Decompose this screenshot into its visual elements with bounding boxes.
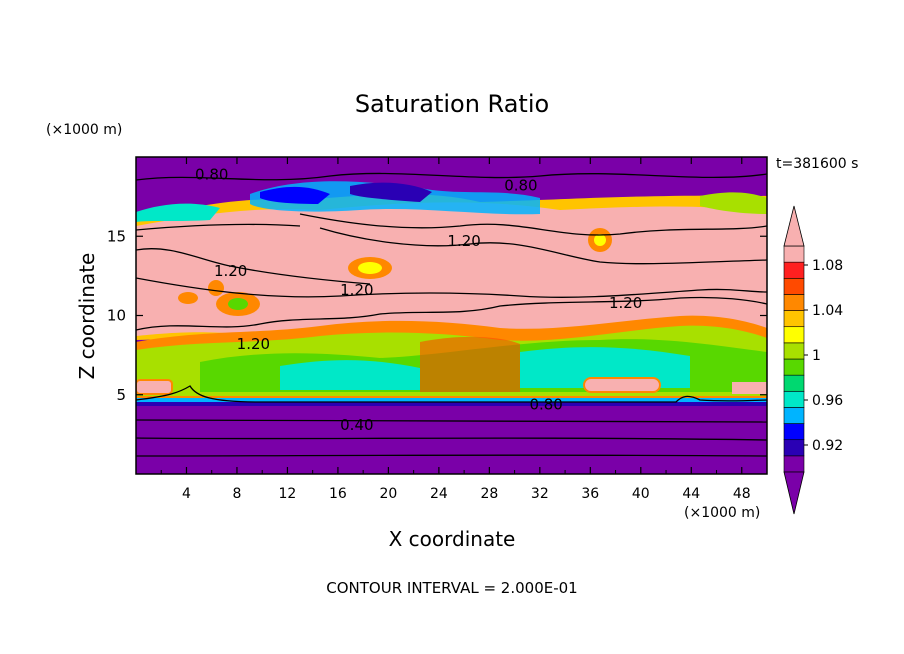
contour-label: 1.20: [609, 294, 642, 312]
x-tick-label: 36: [581, 486, 599, 502]
colorbar-segment: [783, 294, 805, 311]
y-tick-label: 15: [107, 227, 126, 245]
y-tick-label: 5: [116, 386, 126, 404]
field-plot-area: [136, 157, 767, 474]
x-tick-label: 44: [682, 486, 700, 502]
contour-label: 0.80: [529, 395, 562, 413]
colorbar-segment: [783, 455, 805, 473]
colorbar-segment: [783, 390, 805, 408]
chart-title: Saturation Ratio: [355, 90, 549, 118]
colorbar-segment: [783, 277, 805, 295]
colorbar-top-arrow: [783, 205, 805, 247]
y-axis-ticks: 5 10 15: [107, 227, 767, 404]
colorbar-segment: [783, 374, 805, 392]
y-unit-label: (×1000 m): [46, 122, 122, 138]
colorbar-label: 0.92: [812, 438, 843, 454]
x-tick-label: 48: [733, 486, 751, 502]
colorbar-label: 0.96: [812, 393, 843, 409]
colorbar-segment: [783, 245, 805, 263]
colorbar-segment: [783, 439, 805, 457]
x-tick-label: 20: [379, 486, 397, 502]
colorbar-segment: [783, 326, 805, 344]
colorbar-bottom-arrow: [783, 471, 805, 515]
y-tick-label: 10: [107, 307, 126, 325]
contour-label: 0.80: [504, 177, 537, 195]
x-axis-label: X coordinate: [389, 527, 516, 551]
contour-label: 1.20: [340, 281, 373, 299]
x-axis-ticks: 4 8 12 16 20 24 28 32 36 40 44 48: [160, 157, 751, 502]
x-tick-label: 40: [632, 486, 650, 502]
colorbar-segment: [783, 407, 805, 424]
x-tick-label: 4: [182, 486, 191, 502]
contour-interval-footer: CONTOUR INTERVAL = 2.000E-01: [326, 579, 577, 597]
y-axis-label: Z coordinate: [75, 253, 99, 380]
colorbar: 1.08 1.04 1 0.96 0.92: [783, 205, 843, 515]
colorbar-segment: [783, 261, 805, 279]
contour-label: 1.20: [237, 335, 270, 353]
contour-label: 1.20: [447, 232, 480, 250]
contour-labels: 0.80 0.80 1.20 1.20 1.20 1.20 1.20 0.80 0.40: [195, 165, 642, 433]
colorbar-label: 1: [812, 348, 821, 364]
colorbar-segment: [783, 358, 805, 376]
contour-label: 0.40: [340, 416, 373, 434]
x-tick-label: 24: [430, 486, 448, 502]
colorbar-label: 1.04: [812, 303, 843, 319]
colorbar-segment: [783, 310, 805, 328]
x-tick-label: 16: [329, 486, 347, 502]
colorbar-segment: [783, 342, 805, 360]
contour-label: 0.80: [195, 165, 228, 183]
contour-label: 1.20: [214, 262, 247, 280]
colorbar-label: 1.08: [812, 258, 843, 274]
x-unit-label: (×1000 m): [684, 505, 760, 521]
x-tick-label: 28: [480, 486, 498, 502]
x-tick-label: 32: [531, 486, 549, 502]
x-tick-label: 8: [232, 486, 241, 502]
time-label: t=381600 s: [776, 156, 858, 172]
colorbar-segment: [783, 423, 805, 441]
x-tick-label: 12: [279, 486, 297, 502]
